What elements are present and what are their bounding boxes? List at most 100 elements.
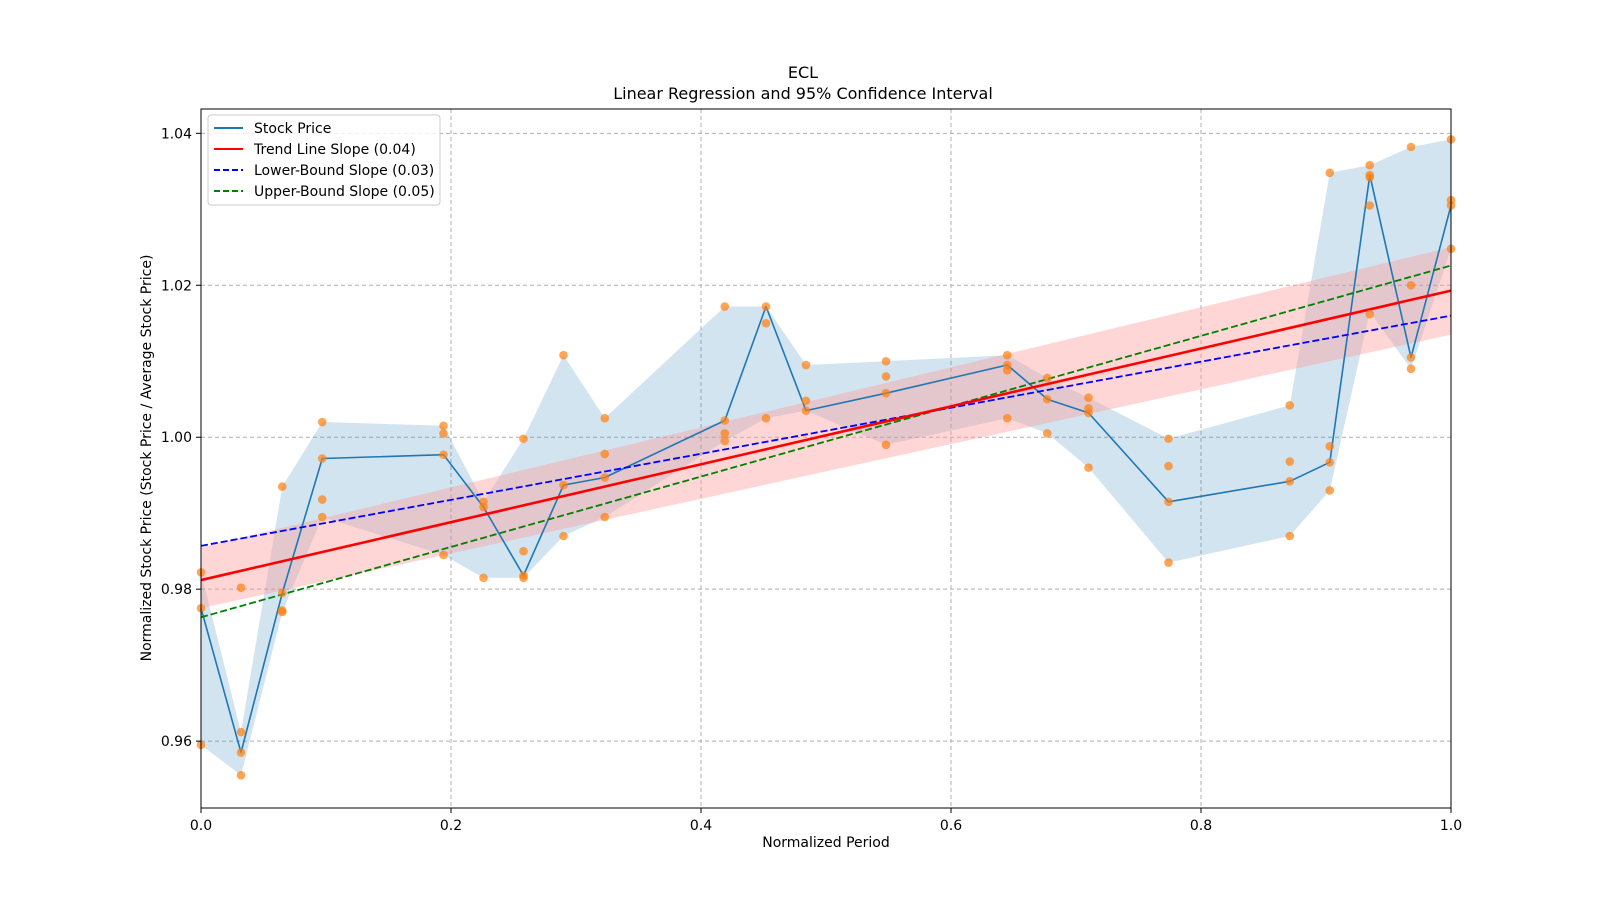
scatter-point [439,550,448,560]
y-axis-ticks: 0.96 0.98 1.00 1.02 1.04 [161,126,201,750]
trend-band-area [201,247,1451,609]
legend-label: Lower-Bound Slope (0.03) [254,163,434,179]
scatter-point [479,502,488,512]
scatter-point [1325,168,1335,178]
scatter-point [1325,486,1335,495]
y-tick-label: 0.98 [161,582,192,598]
x-tick-label: 0.0 [190,818,212,834]
scatter-point [600,413,610,423]
scatter-point [1285,476,1295,486]
trend-line [200,289,1452,582]
x-tick-label: 0.8 [1190,818,1212,834]
x-axis-label: Normalized Period [762,835,890,851]
scatter-point [439,429,448,438]
scatter-point [1002,366,1012,375]
lower-bound-line [200,314,1452,547]
range-band-area [201,139,1451,776]
x-tick-label: 0.2 [440,818,462,834]
scatter-point [761,302,771,311]
scatter-point [1084,463,1093,472]
scatter-point [1406,353,1416,362]
scatter-point [236,771,246,780]
scatter-point [801,406,811,415]
stock-price-series [200,174,1452,754]
chart-title: ECL [788,63,818,82]
scatter-point [1164,497,1173,507]
scatter-point [1285,401,1295,410]
upper-bound-line [200,264,1452,619]
regression-lines [200,264,1452,619]
scatter-point [881,372,891,381]
y-axis-label: Normalized Stock Price (Stock Price / Av… [139,255,155,662]
scatter-point [761,413,771,423]
scatter-point [277,482,287,491]
scatter-point [1406,364,1416,374]
scatter-point [801,396,811,406]
scatter-point [600,449,610,459]
scatter-point [1406,142,1416,152]
scatter-point [1285,457,1295,466]
scatter-point [881,440,891,450]
scatter-point [600,512,610,522]
scatter-point [1164,558,1173,567]
scatter-point [559,531,568,541]
scatter-point [317,417,327,427]
x-tick-label: 0.4 [690,818,712,834]
scatter-point [1285,531,1295,541]
plot-frame [200,108,1452,809]
scatter-point [1002,413,1012,423]
scatter-point [236,748,246,757]
legend-label: Stock Price [254,121,331,137]
legend-label: Trend Line Slope (0.04) [253,142,416,158]
y-tick-label: 1.00 [161,430,192,446]
scatter-point [881,356,891,366]
scatter-point [519,434,528,444]
legend: Stock Price Trend Line Slope (0.04) Lower-… [207,114,441,206]
scatter-point [519,573,528,583]
x-tick-label: 0.6 [940,818,962,834]
scatter-point [317,495,327,504]
scatter-point [317,454,327,463]
scatter-point [1042,394,1052,404]
scatter-point [236,727,246,737]
scatter-point [1325,457,1335,467]
scatter-point [1365,170,1375,180]
scatter-point [277,588,287,598]
scatter-point [519,546,528,556]
scatter-point [720,302,730,311]
scatter-point [720,416,730,425]
scatter-point [720,436,730,446]
scatter-point [1084,408,1093,418]
scatter-point [1084,393,1093,403]
range-band [201,139,1451,776]
trend-confidence-band [201,247,1451,609]
chart-subtitle: Linear Regression and 95% Confidence Int… [613,84,993,103]
scatter-point [1365,160,1375,170]
scatter-point [1325,442,1335,451]
scatter-point [479,573,488,583]
scatter-point [236,583,246,592]
scatter-point [1406,280,1416,290]
scatter-point [1042,429,1052,438]
x-axis-ticks: 0.0 0.2 0.4 0.6 0.8 1.0 [190,808,1462,834]
scatter-point [1164,434,1173,444]
legend-box [207,114,441,206]
scatter-point [439,421,448,431]
scatter-point [1042,373,1052,383]
scatter-point [559,480,568,490]
scatter-point [559,350,568,360]
scatter-point [1365,201,1375,210]
scatter-point [317,512,327,522]
scatter-point [1002,350,1012,360]
scatter-point [801,360,811,370]
legend-label: Upper-Bound Slope (0.05) [254,184,435,200]
scatter-point [1164,461,1173,471]
scatter-point [277,606,287,615]
scatter-point [881,388,891,398]
scatter-point [439,450,448,460]
y-tick-label: 1.04 [161,126,192,142]
y-tick-label: 1.02 [161,278,192,294]
scatter-point [1365,309,1375,319]
y-tick-label: 0.96 [161,734,192,750]
